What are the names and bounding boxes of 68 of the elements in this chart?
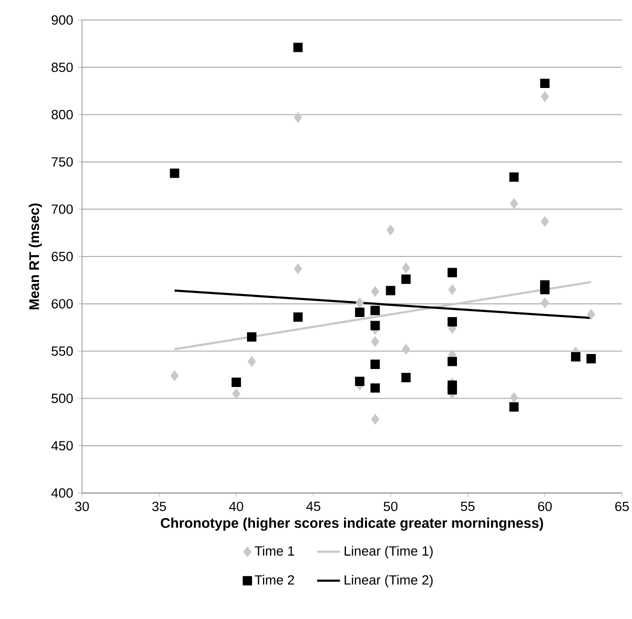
point bbox=[247, 332, 256, 342]
point bbox=[294, 112, 302, 123]
legend-label: Time 1 bbox=[254, 546, 294, 556]
point bbox=[402, 344, 410, 355]
x-tick-label: 30 bbox=[75, 502, 89, 512]
point bbox=[448, 317, 457, 326]
y-tick-label: 650 bbox=[52, 252, 73, 262]
point bbox=[232, 388, 240, 400]
point bbox=[294, 263, 302, 274]
point bbox=[386, 224, 395, 236]
point bbox=[293, 312, 303, 322]
x-tick-label: 50 bbox=[384, 502, 398, 512]
point bbox=[402, 262, 410, 274]
x-axis-title: Chronotype (higher scores indicate greater morningness) bbox=[160, 518, 544, 531]
y-tick-label: 700 bbox=[52, 204, 73, 214]
point bbox=[356, 298, 364, 308]
point bbox=[571, 352, 580, 362]
point bbox=[248, 356, 256, 367]
x-tick-label: 55 bbox=[460, 502, 475, 512]
point bbox=[370, 320, 380, 330]
point bbox=[509, 172, 519, 182]
x-tick-label: 40 bbox=[229, 502, 244, 512]
point bbox=[371, 336, 380, 347]
point bbox=[370, 360, 380, 370]
y-axis-title: Mean RT (msec) bbox=[28, 204, 42, 310]
point bbox=[540, 298, 549, 308]
point bbox=[510, 198, 518, 209]
point bbox=[170, 168, 180, 178]
point bbox=[371, 414, 380, 425]
y-tick-label: 600 bbox=[52, 299, 73, 309]
point bbox=[355, 376, 364, 386]
point bbox=[510, 392, 518, 403]
legend-label: Linear (Time 2) bbox=[344, 574, 433, 588]
point bbox=[509, 402, 519, 412]
point bbox=[370, 306, 380, 316]
point bbox=[448, 284, 456, 295]
y-tick-label: 900 bbox=[52, 15, 73, 25]
point bbox=[586, 354, 596, 364]
x-tick-label: 35 bbox=[152, 502, 166, 512]
point bbox=[355, 308, 364, 317]
y-tick-label: 850 bbox=[52, 62, 73, 72]
x-tick-label: 45 bbox=[306, 502, 320, 512]
point bbox=[448, 356, 457, 366]
point bbox=[540, 284, 550, 294]
x-tick-label: 60 bbox=[538, 502, 552, 512]
point bbox=[448, 385, 457, 395]
point bbox=[232, 378, 241, 387]
point bbox=[170, 370, 179, 382]
point bbox=[587, 308, 596, 320]
point bbox=[401, 372, 411, 382]
point bbox=[401, 274, 411, 284]
y-tick-label: 750 bbox=[52, 157, 73, 167]
point bbox=[386, 286, 396, 296]
point bbox=[293, 42, 303, 52]
y-tick-label: 550 bbox=[52, 346, 73, 356]
point bbox=[540, 78, 550, 88]
point bbox=[370, 383, 380, 393]
y-tick-label: 400 bbox=[51, 488, 73, 498]
point bbox=[448, 268, 457, 278]
y-tick-label: 500 bbox=[52, 394, 73, 404]
y-tick-label: 450 bbox=[51, 440, 73, 450]
legend-label: Time 2 bbox=[254, 574, 294, 585]
point bbox=[540, 216, 549, 227]
point bbox=[371, 286, 380, 297]
legend-label: Linear (Time 1) bbox=[344, 546, 433, 558]
y-tick-label: 800 bbox=[52, 110, 73, 120]
x-tick-label: 65 bbox=[615, 502, 629, 512]
point bbox=[540, 91, 549, 102]
